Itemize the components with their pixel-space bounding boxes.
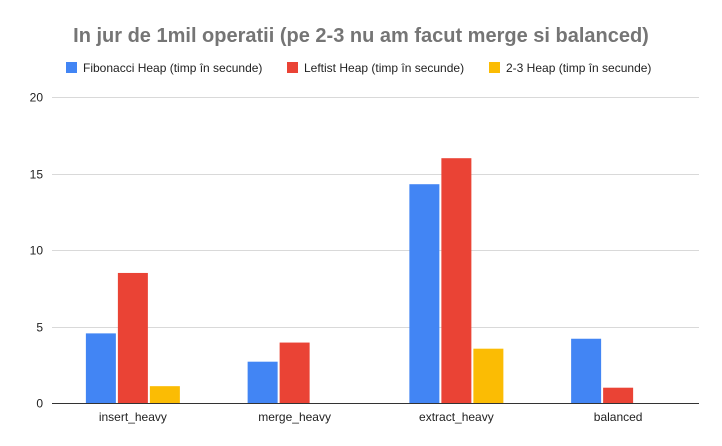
bar — [571, 338, 602, 403]
bars — [85, 158, 634, 403]
x-tick-label: balanced — [594, 410, 643, 424]
x-tick-label: insert_heavy — [99, 410, 167, 424]
bar — [473, 348, 504, 403]
bar — [441, 158, 472, 403]
x-tick-label: extract_heavy — [419, 410, 494, 424]
bar — [247, 361, 278, 403]
legend-label: Fibonacci Heap (timp în secunde) — [83, 61, 262, 75]
chart-title: In jur de 1mil operatii (pe 2-3 nu am fa… — [73, 25, 649, 47]
y-axis-ticks: 0 5 10 15 20 — [30, 91, 44, 411]
gridlines — [52, 97, 699, 328]
y-tick-label: 10 — [30, 244, 44, 258]
bar — [117, 272, 148, 403]
legend-swatch — [66, 62, 77, 73]
bar — [85, 333, 116, 403]
legend: Fibonacci Heap (timp în secunde) Leftist … — [66, 61, 651, 75]
legend-swatch — [287, 62, 298, 73]
bar — [149, 386, 180, 403]
x-tick-label: merge_heavy — [258, 410, 331, 424]
y-tick-label: 0 — [36, 397, 43, 411]
legend-label: 2-3 Heap (timp în secunde) — [506, 61, 651, 75]
x-axis-ticks: insert_heavy merge_heavy extract_heavy bala… — [99, 410, 643, 424]
bar — [409, 184, 440, 403]
y-tick-label: 20 — [30, 91, 44, 105]
legend-swatch — [489, 62, 500, 73]
bar — [603, 387, 634, 403]
y-tick-label: 5 — [36, 321, 43, 335]
legend-label: Leftist Heap (timp în secunde) — [304, 61, 464, 75]
y-tick-label: 15 — [30, 168, 44, 182]
bar — [279, 342, 310, 403]
